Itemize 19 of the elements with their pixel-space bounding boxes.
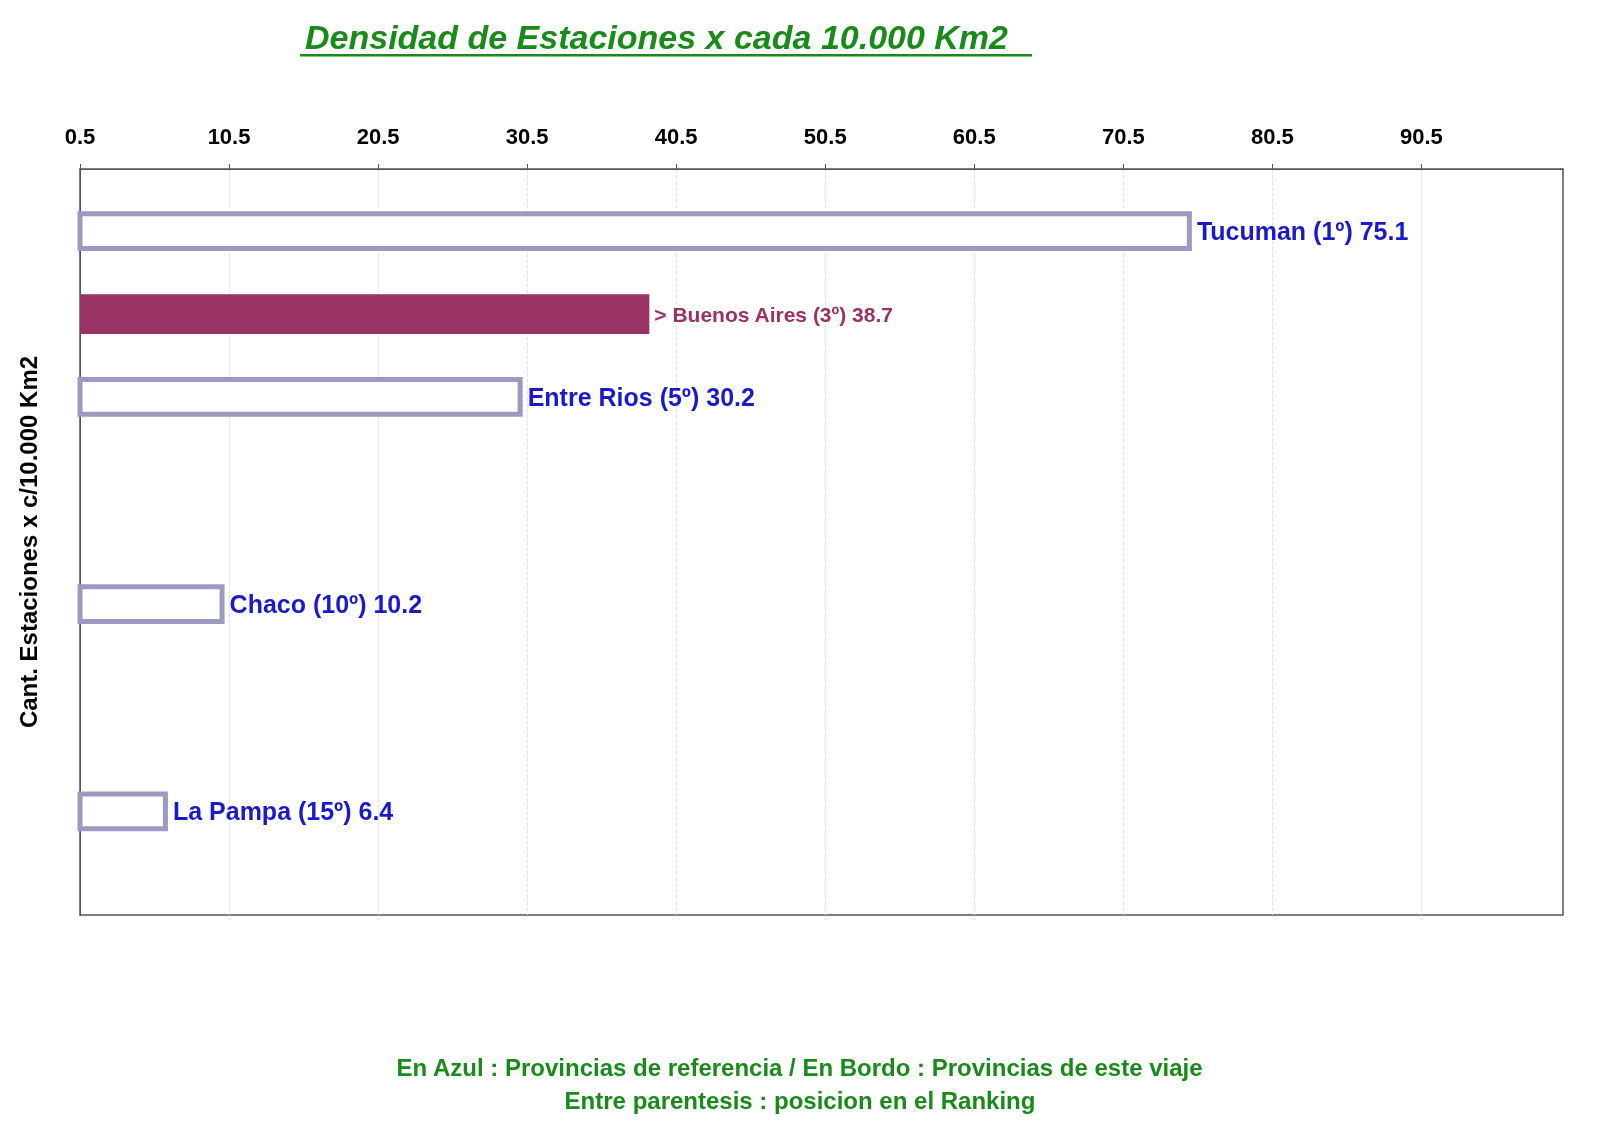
text: Entre parentesis : posicion en el Ranking: [564, 1086, 1036, 1114]
x-tick-label: 30.5: [505, 123, 549, 149]
x-tick-label: 90.5: [1399, 123, 1443, 149]
x-tick-label: 50.5: [803, 123, 847, 149]
x-tick-label: 20.5: [356, 123, 400, 149]
text: En Azul : Provincias de referencia / En Bordo : Provincias de este viaje: [396, 1053, 1203, 1081]
chart-title: Densidad de Estaciones x cada 10.000 Km2: [305, 18, 1009, 56]
data-label: Chaco (10º) 10.2: [229, 590, 423, 619]
data-label: > Buenos Aires (3º) 38.7: [654, 302, 893, 326]
x-tick-label: 0.5: [64, 123, 96, 149]
x-tick-label: 60.5: [952, 123, 996, 149]
x-tick-label: 70.5: [1101, 123, 1145, 149]
x-tick-label: 10.5: [207, 123, 251, 149]
y-axis-title: Cant. Estaciones x c/10.000 Km2: [14, 355, 42, 729]
x-tick-label: 40.5: [654, 123, 698, 149]
data-label: La Pampa (15º) 6.4: [172, 797, 394, 826]
data-label: Tucuman (1º) 75.1: [1196, 217, 1409, 246]
data-label: Entre Rios (5º) 30.2: [527, 382, 755, 411]
x-tick-label: 80.5: [1250, 123, 1294, 149]
